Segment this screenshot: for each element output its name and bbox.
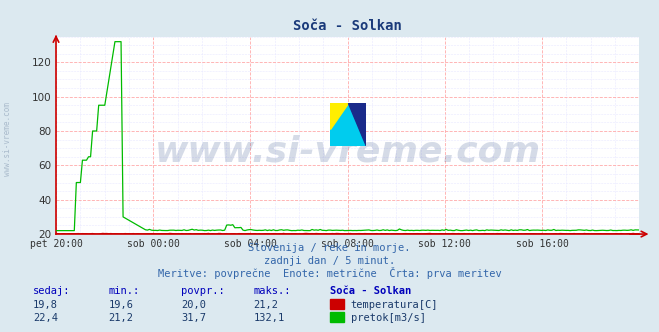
Text: 19,6: 19,6 [109, 300, 134, 310]
Text: www.si-vreme.com: www.si-vreme.com [155, 134, 540, 168]
Text: Soča - Solkan: Soča - Solkan [330, 286, 411, 296]
Text: Meritve: povprečne  Enote: metrične  Črta: prva meritev: Meritve: povprečne Enote: metrične Črta:… [158, 267, 501, 279]
Text: www.si-vreme.com: www.si-vreme.com [3, 103, 13, 176]
Text: 132,1: 132,1 [254, 313, 285, 323]
Text: pretok[m3/s]: pretok[m3/s] [351, 313, 426, 323]
Text: 31,7: 31,7 [181, 313, 206, 323]
Text: zadnji dan / 5 minut.: zadnji dan / 5 minut. [264, 256, 395, 266]
Text: povpr.:: povpr.: [181, 286, 225, 296]
Text: Slovenija / reke in morje.: Slovenija / reke in morje. [248, 243, 411, 253]
Text: 21,2: 21,2 [254, 300, 279, 310]
Polygon shape [348, 103, 366, 146]
Text: temperatura[C]: temperatura[C] [351, 300, 438, 310]
Text: sedaj:: sedaj: [33, 286, 71, 296]
Text: min.:: min.: [109, 286, 140, 296]
Text: maks.:: maks.: [254, 286, 291, 296]
Title: Soča - Solkan: Soča - Solkan [293, 19, 402, 33]
Text: 21,2: 21,2 [109, 313, 134, 323]
Text: 19,8: 19,8 [33, 300, 58, 310]
Polygon shape [330, 103, 366, 146]
Text: 22,4: 22,4 [33, 313, 58, 323]
Text: 20,0: 20,0 [181, 300, 206, 310]
Polygon shape [330, 103, 348, 129]
